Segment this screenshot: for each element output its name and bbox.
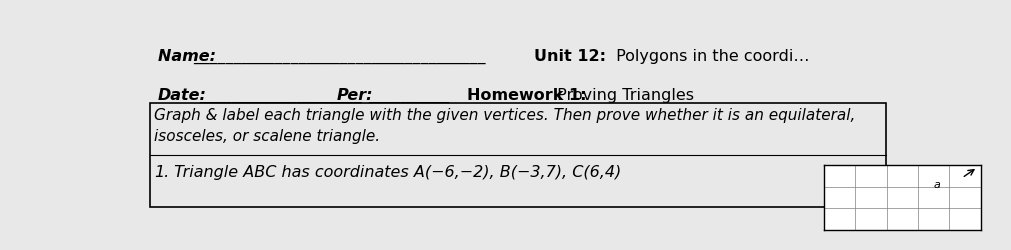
Text: Name:: Name: xyxy=(158,49,221,64)
Text: a: a xyxy=(934,180,940,190)
Text: 1.: 1. xyxy=(154,165,169,180)
Text: Unit 12:: Unit 12: xyxy=(534,49,606,64)
Text: Per:: Per: xyxy=(337,88,373,103)
Text: __________: __________ xyxy=(368,88,449,103)
Text: Triangle ABC has coordinates A(−6,−2), B(−3,7), C(6,4): Triangle ABC has coordinates A(−6,−2), B… xyxy=(170,165,622,180)
Text: Graph & label each triangle with the given vertices. Then prove whether it is an: Graph & label each triangle with the giv… xyxy=(154,108,855,144)
Text: Polygons in the coordi…: Polygons in the coordi… xyxy=(611,49,809,64)
Text: ____________________: ____________________ xyxy=(199,88,362,103)
Text: Homework 1:: Homework 1: xyxy=(467,88,586,103)
Text: Proving Triangles: Proving Triangles xyxy=(552,88,694,103)
Text: Date:: Date: xyxy=(158,88,206,103)
Text: ____________________________________: ____________________________________ xyxy=(193,49,485,64)
